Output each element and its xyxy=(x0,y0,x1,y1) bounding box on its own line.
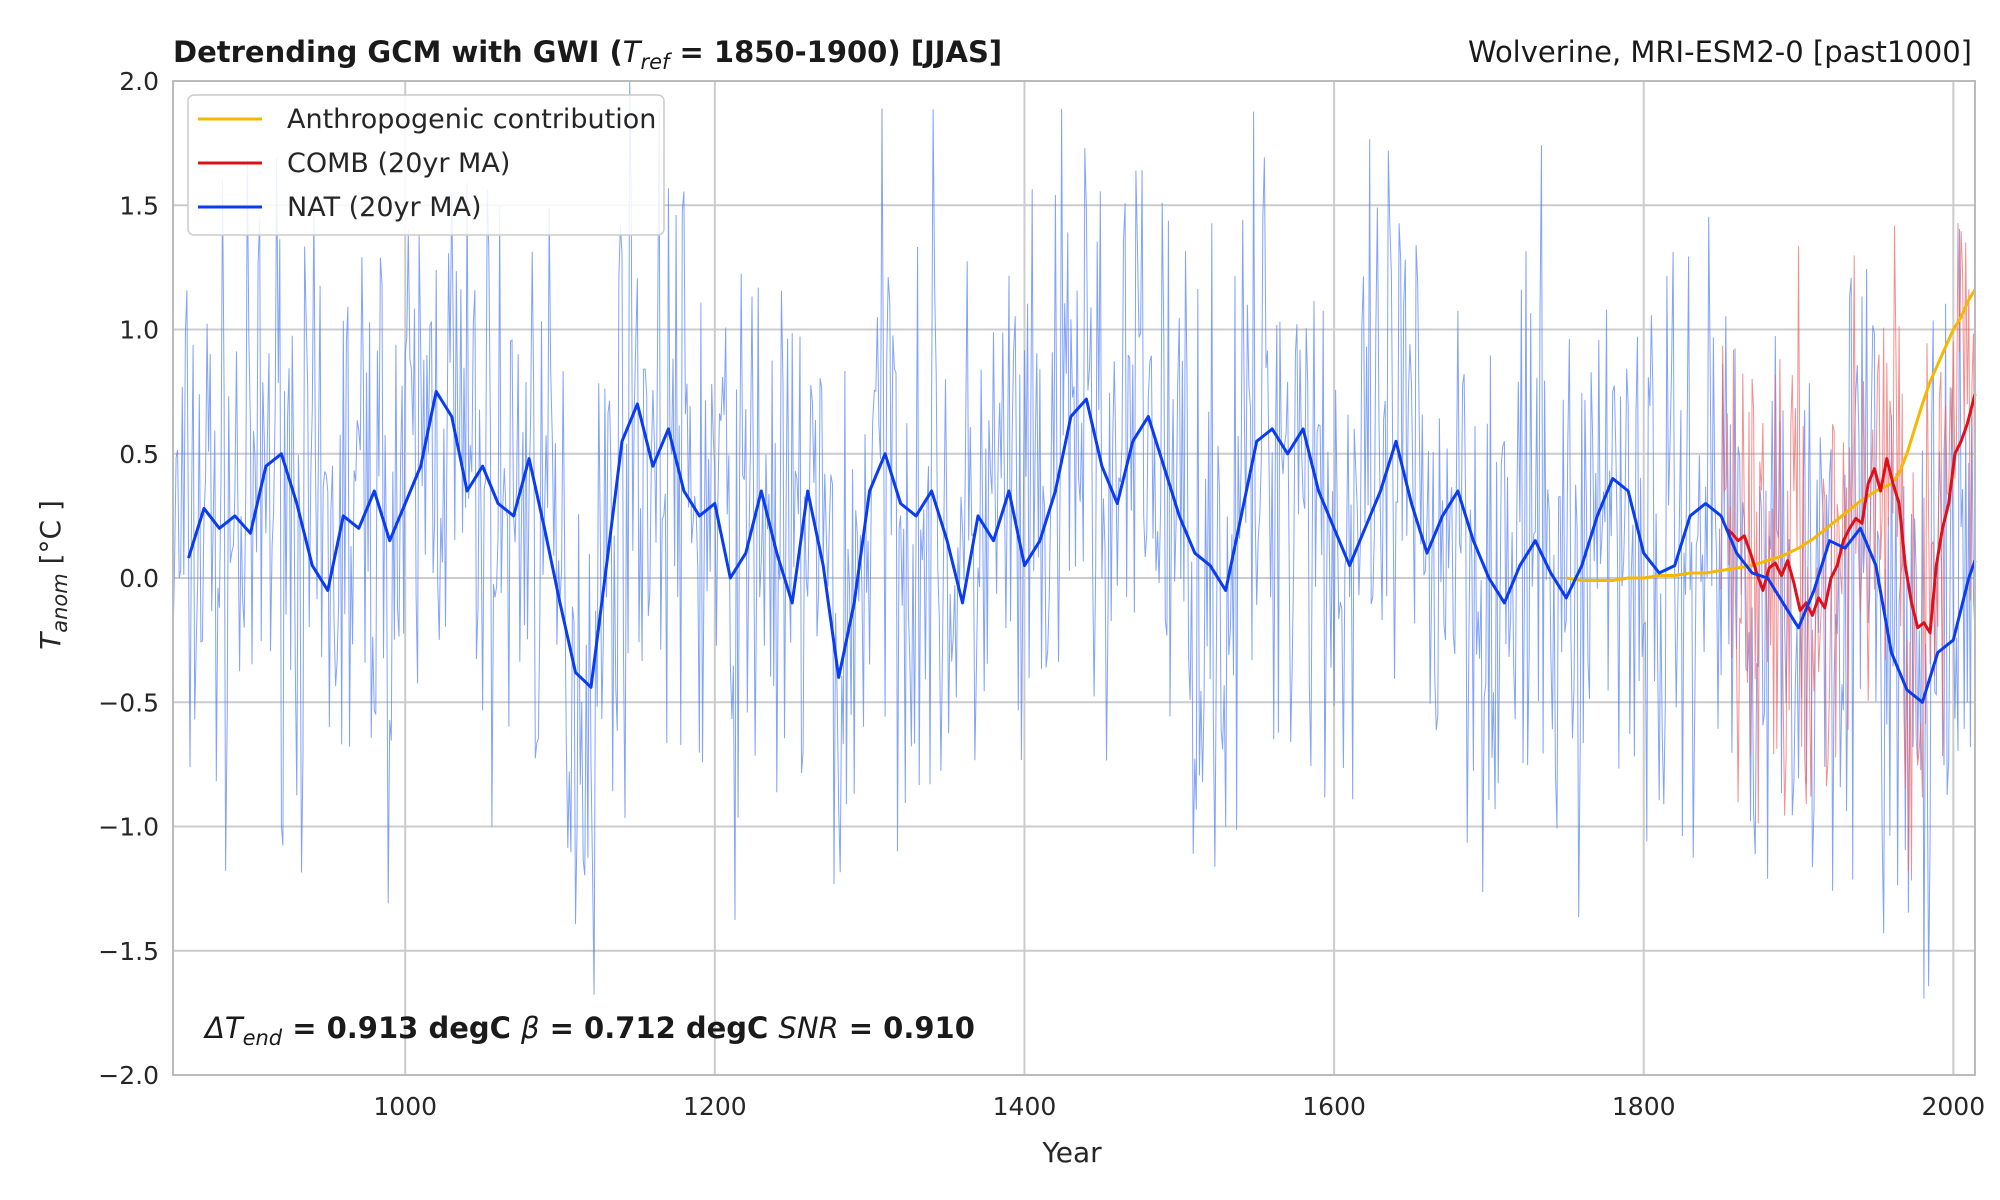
y-tick-label: 2.0 xyxy=(119,67,159,96)
legend-box xyxy=(187,94,665,236)
legend-label-comb: COMB (20yr MA) xyxy=(287,148,510,179)
x-tick-label: 1800 xyxy=(1612,1092,1676,1121)
delta-t-value: = 0.913 degC xyxy=(282,1011,521,1045)
y-tick-label: 0.5 xyxy=(119,440,159,469)
legend: Anthropogenic contribution COMB (20yr MA… xyxy=(187,94,665,236)
plot-frame xyxy=(172,80,1976,1076)
chart-subtitle-right: Wolverine, MRI-ESM2-0 [past1000] xyxy=(1468,35,1972,69)
x-tick-label: 1400 xyxy=(993,1092,1057,1121)
snr-symbol: SNR xyxy=(778,1011,838,1045)
nat-series-line xyxy=(187,390,1977,704)
comb-annual-line xyxy=(1720,223,1976,881)
x-tick-labels: 1000 1200 1400 1600 1800 2000 xyxy=(373,1092,1985,1121)
snr-value: = 0.910 xyxy=(839,1011,975,1045)
delta-t-sub: end xyxy=(243,1026,283,1050)
nat-annual-line xyxy=(172,80,1976,999)
y-tick-label: 1.5 xyxy=(119,191,159,220)
raw-annual-series xyxy=(172,80,1976,999)
anthropogenic-series-line xyxy=(1566,288,1977,582)
title-main: Detrending GCM with GWI ( xyxy=(173,35,623,69)
y-tick-label: 1.0 xyxy=(119,316,159,345)
legend-label-anthropogenic: Anthropogenic contribution xyxy=(287,104,656,135)
x-tick-label: 1600 xyxy=(1302,1092,1366,1121)
y-axis-label: Tanom [°C ] xyxy=(34,500,72,650)
y-tick-label: −1.5 xyxy=(98,937,159,966)
x-tick-label: 2000 xyxy=(1922,1092,1986,1121)
ylabel-symbol: T xyxy=(34,631,67,650)
title-tref-sub: ref xyxy=(640,50,673,74)
chart-title: Detrending GCM with GWI (Tref = 1850-190… xyxy=(173,35,1002,74)
beta-symbol: β xyxy=(520,1011,540,1045)
ylabel-sub: anom xyxy=(48,573,72,632)
y-tick-labels: −2.0 −1.5 −1.0 −0.5 0.0 0.5 1.0 1.5 2.0 xyxy=(98,67,159,1090)
x-axis-label: Year xyxy=(1041,1136,1102,1169)
y-tick-label: −1.0 xyxy=(98,813,159,842)
delta-t-symbol: ΔT xyxy=(203,1011,245,1045)
legend-label-nat: NAT (20yr MA) xyxy=(287,192,482,223)
y-tick-label: −2.0 xyxy=(98,1061,159,1090)
x-tick-label: 1200 xyxy=(683,1092,747,1121)
series-lines xyxy=(187,288,1977,704)
title-tref-symbol: T xyxy=(623,35,643,69)
title-tref-rest: = 1850-1900) [JJAS] xyxy=(669,35,1002,69)
ylabel-unit: [°C ] xyxy=(34,500,67,573)
y-tick-label: −0.5 xyxy=(98,688,159,717)
y-tick-label: 0.0 xyxy=(119,564,159,593)
stats-annotation: ΔTend = 0.913 degC β = 0.712 degC SNR = … xyxy=(203,1011,975,1050)
x-tick-label: 1000 xyxy=(373,1092,437,1121)
comb-series-line xyxy=(1724,393,1977,635)
beta-value: = 0.712 degC xyxy=(540,1011,779,1045)
